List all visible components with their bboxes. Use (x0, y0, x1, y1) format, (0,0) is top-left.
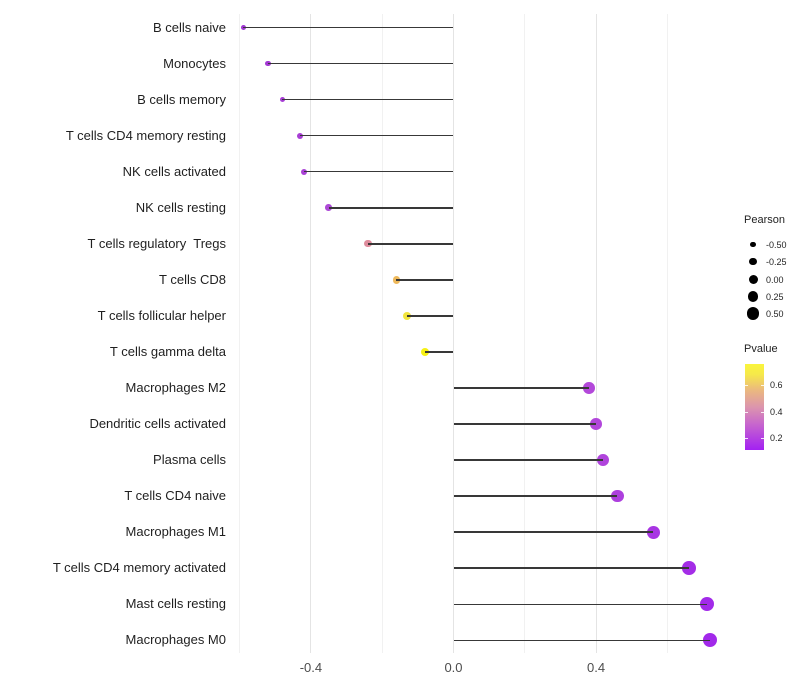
colorbar-notch (761, 411, 764, 413)
colorbar-notch (745, 438, 748, 439)
y-axis-label: Macrophages M0 (125, 632, 226, 648)
colorbar-tick-label: 0.4 (770, 406, 783, 417)
lollipop-dot (297, 132, 304, 139)
colorbar-notch (745, 411, 748, 413)
lollipop-dot (646, 525, 660, 539)
color-legend-title: Pvalue (744, 343, 778, 355)
minor-gridline (524, 14, 526, 653)
x-axis-tick-label: -0.4 (299, 660, 323, 675)
size-legend-label: -0.25 (766, 257, 787, 268)
size-legend-title: Pearson (744, 214, 785, 226)
lollipop-stem (424, 351, 454, 353)
lollipop-stem (453, 531, 654, 533)
lollipop-dot (240, 25, 246, 30)
major-gridline (453, 14, 454, 653)
size-legend-dot (747, 290, 759, 302)
major-gridline (310, 14, 312, 653)
size-legend-entry: 0.00 (740, 271, 800, 288)
lollipop-stem (268, 62, 454, 65)
lollipop-dot (279, 96, 286, 103)
pearson-size-legend: Pearson -0.50 -0.25 0.00 0.25 0.50 (740, 214, 800, 329)
lollipop-stem (300, 134, 454, 137)
lollipop-stem (453, 423, 597, 425)
lollipop-stem (453, 639, 711, 642)
y-axis-label: Macrophages M2 (125, 380, 226, 395)
y-axis-labels: B cells naive Monocytes B cells memory T ce… (0, 0, 226, 700)
size-legend-label: 0.50 (766, 309, 784, 319)
minor-gridline (239, 14, 241, 653)
colorbar-notch (745, 385, 748, 386)
size-legend-dot (748, 274, 758, 284)
lollipop-dot (325, 204, 332, 212)
lollipop-stem (303, 170, 454, 173)
lollipop-stem (328, 206, 454, 209)
size-legend-entries: -0.50 -0.25 0.00 0.25 0.50 (740, 236, 800, 328)
y-axis-label: T cells follicular helper (97, 307, 226, 323)
y-axis-label: B cells memory (137, 91, 226, 107)
y-axis-label: Plasma cells (153, 452, 226, 468)
pvalue-colorbar (745, 364, 764, 450)
y-axis-label: Dendritic cells activated (89, 416, 226, 432)
colorbar-tick-label: 0.6 (770, 380, 783, 390)
size-legend-entry: 0.50 (740, 305, 800, 322)
lollipop-stem (243, 26, 454, 29)
y-axis-label: T cells regulatory Tregs (87, 235, 226, 251)
lollipop-stem (282, 98, 454, 101)
plot-panel (237, 14, 729, 653)
colorbar-tick-label: 0.2 (770, 433, 783, 443)
y-axis-label: Monocytes (163, 55, 226, 71)
y-axis-label: T cells CD8 (159, 271, 226, 287)
y-axis-label: Mast cells resting (125, 596, 226, 612)
x-axis-tick-label: 0.4 (587, 660, 606, 675)
size-legend-entry: 0.25 (740, 288, 800, 305)
lollipop-stem (453, 567, 689, 570)
lollipop-dot (597, 454, 610, 467)
minor-gridline (666, 14, 668, 653)
size-legend-label: 0.00 (766, 274, 784, 285)
lollipop-stem (407, 315, 454, 317)
size-legend-entry: -0.50 (740, 236, 800, 253)
y-axis-label: T cells CD4 memory activated (52, 560, 226, 576)
lollipop-stem (453, 387, 589, 389)
lollipop-stem (453, 603, 707, 606)
minor-gridline (381, 14, 383, 653)
colorbar-notch (761, 438, 764, 439)
y-axis-label: T cells CD4 memory resting (65, 127, 226, 143)
lollipop-dot (699, 597, 714, 612)
y-axis-label: B cells naive (153, 19, 226, 35)
y-axis-label: NK cells activated (122, 163, 226, 179)
size-legend-dot (746, 307, 760, 320)
pvalue-color-legend: Pvalue 0.6 0.4 0.2 (740, 343, 800, 458)
lollipop-dot (703, 633, 718, 648)
major-gridline (595, 14, 597, 653)
lollipop-dot (611, 490, 624, 503)
lollipop-dot (300, 168, 307, 175)
lollipop-stem (453, 495, 618, 497)
size-legend-dot (750, 241, 756, 248)
y-axis-label: NK cells resting (135, 199, 226, 215)
y-axis-label: Macrophages M1 (125, 524, 226, 540)
colorbar-ticks: 0.6 0.4 0.2 (740, 343, 800, 458)
lollipop-dot (364, 240, 372, 248)
size-legend-label: 0.25 (766, 291, 784, 302)
y-axis-label: T cells CD4 naive (124, 488, 226, 504)
colorbar-notch (761, 385, 764, 386)
y-axis-label: T cells gamma delta (109, 343, 226, 359)
size-legend-label: -0.50 (766, 240, 787, 250)
lollipop-stem (396, 279, 454, 281)
lollipop-stem (453, 459, 604, 461)
x-axis-tick-label: 0.0 (444, 660, 463, 675)
size-legend-dot (749, 258, 757, 266)
size-legend-entry: -0.25 (740, 253, 800, 270)
lollipop-stem (367, 243, 454, 245)
